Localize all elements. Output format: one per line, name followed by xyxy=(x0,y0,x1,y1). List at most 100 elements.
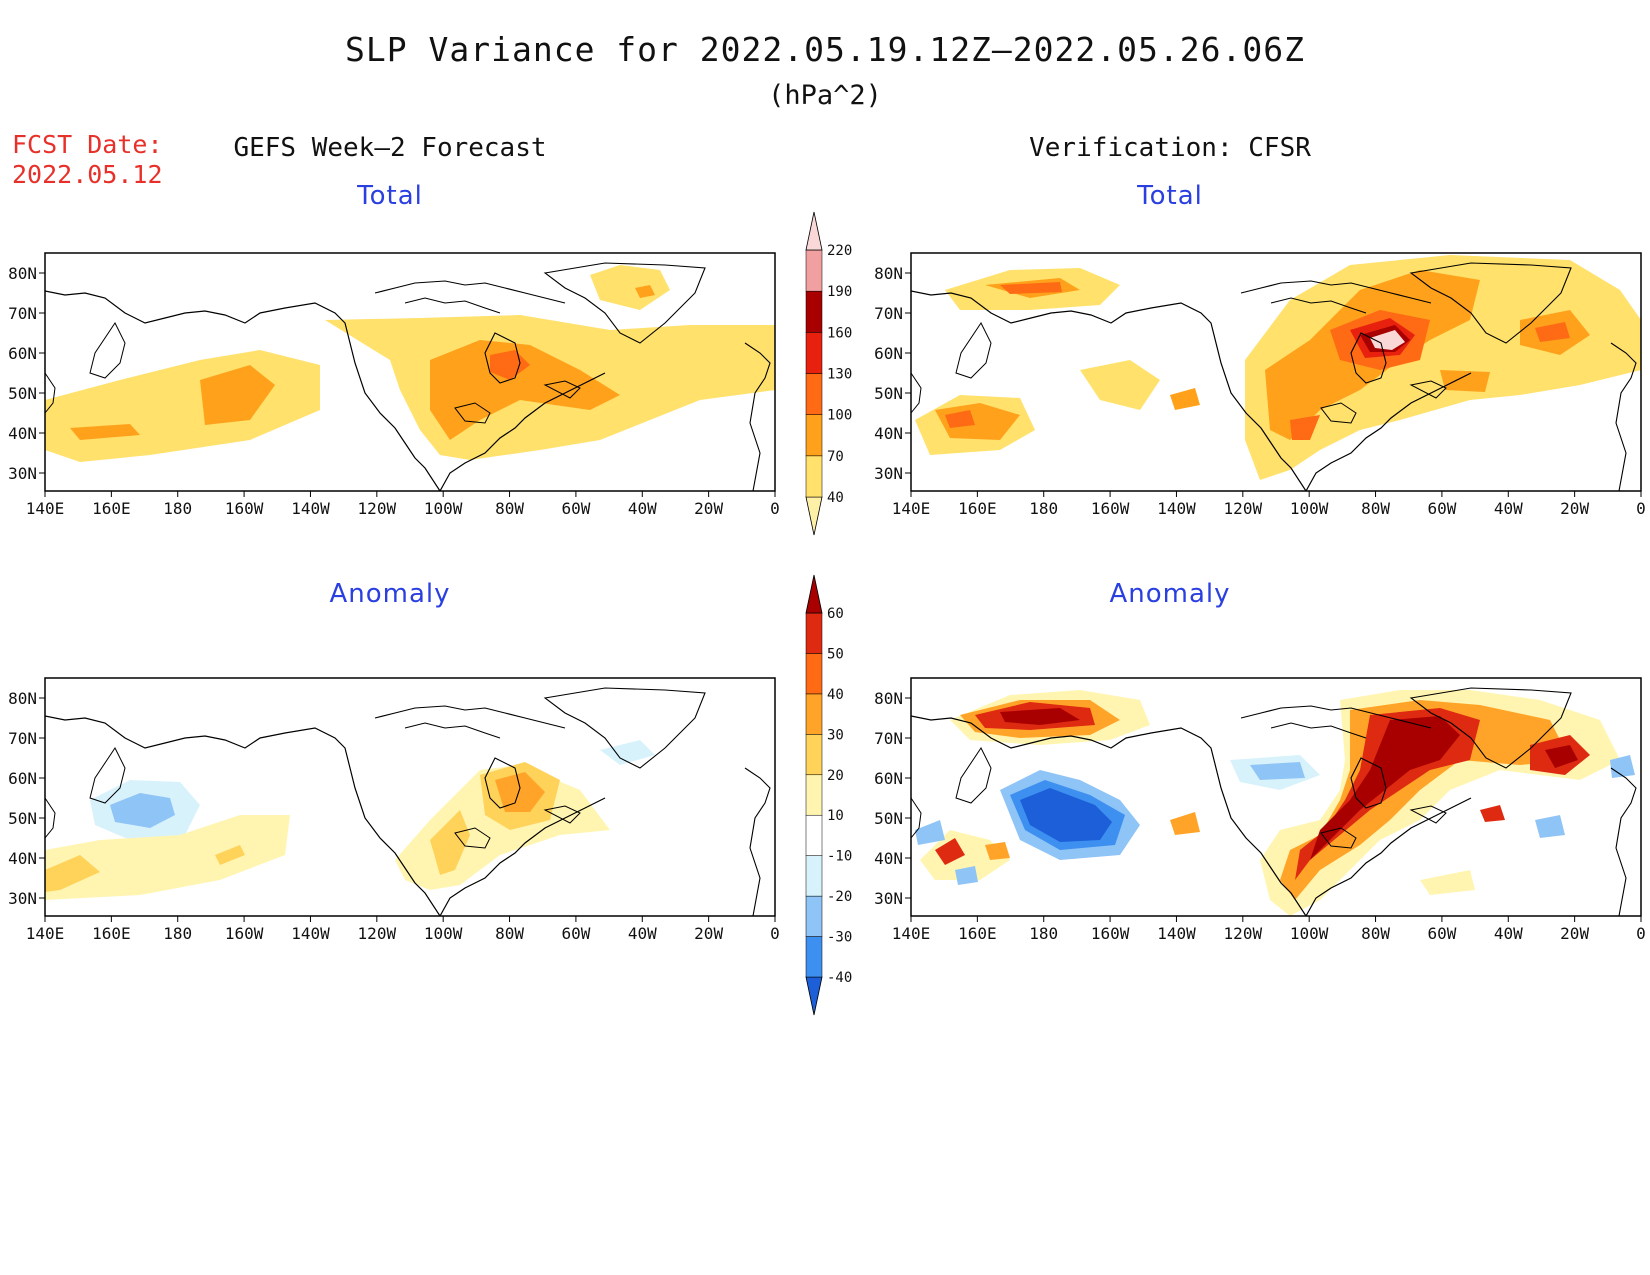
lon-label: 0 xyxy=(1636,499,1646,518)
colorbar-label: 220 xyxy=(827,243,852,259)
lon-label: 100W xyxy=(1290,924,1329,943)
colorbar-swatch xyxy=(805,373,823,415)
colorbar-label: -20 xyxy=(827,889,852,905)
lon-label: 40W xyxy=(1494,499,1523,518)
lon-label: 80W xyxy=(1361,499,1390,518)
map-forecast-anomaly xyxy=(45,678,775,916)
colorbar-label: -30 xyxy=(827,930,852,946)
units-label: (hPa^2) xyxy=(768,80,882,111)
colorbar-swatch xyxy=(805,290,823,333)
lat-label: 60N xyxy=(8,344,37,363)
lon-label: 20W xyxy=(694,499,723,518)
lon-label: 160E xyxy=(92,499,131,518)
lon-label: 60W xyxy=(561,499,590,518)
lon-label: 80W xyxy=(1361,924,1390,943)
colorbar-swatch xyxy=(805,855,823,897)
axis-ticks: 140E 160E 180 160W 140W 120W 100W 80W 60W 40W 20W 0… xyxy=(8,264,1646,943)
lon-label: 140E xyxy=(26,924,65,943)
lon-label: 100W xyxy=(1290,499,1329,518)
frame-bottom-left xyxy=(44,677,776,917)
lat-label: 30N xyxy=(8,889,37,908)
lat-label: 70N xyxy=(8,304,37,323)
colorbar-swatch xyxy=(805,734,823,776)
map-verification-total xyxy=(911,253,1641,491)
map-verification-anomaly xyxy=(911,678,1641,916)
lat-label: 80N xyxy=(8,689,37,708)
lon-label: 120W xyxy=(1224,924,1263,943)
panel-title-top-left: Total xyxy=(357,181,423,211)
frame-top-right xyxy=(910,252,1642,492)
colorbar-label: 130 xyxy=(827,367,852,383)
colorbar-total: 40 70 100 130 160 190 220 xyxy=(805,211,852,536)
fcst-date-value: 2022.05.12 xyxy=(12,160,163,189)
lon-label: 180 xyxy=(163,499,192,518)
lat-label: 80N xyxy=(874,689,903,708)
lon-label: 40W xyxy=(628,499,657,518)
colorbar-swatch xyxy=(805,693,823,735)
colorbar-label: 160 xyxy=(827,325,852,341)
lon-label: 160W xyxy=(225,499,264,518)
colorbar-end-high xyxy=(805,211,823,251)
lat-label: 80N xyxy=(8,264,37,283)
frame-bottom-right xyxy=(910,677,1642,917)
panel-title-top-right: Total xyxy=(1137,181,1203,211)
colorbar-swatch xyxy=(805,653,823,695)
lon-label: 60W xyxy=(1427,499,1456,518)
colorbar-end-low xyxy=(805,496,823,536)
colorbar-label: 20 xyxy=(827,768,844,784)
lat-label: 60N xyxy=(8,769,37,788)
lat-label: 40N xyxy=(8,849,37,868)
lon-label: 100W xyxy=(424,924,463,943)
lon-label: 140E xyxy=(26,499,65,518)
lon-label: 120W xyxy=(1224,499,1263,518)
lat-label: 70N xyxy=(8,729,37,748)
lat-label: 80N xyxy=(874,264,903,283)
lon-label: 140E xyxy=(892,924,931,943)
lat-label: 30N xyxy=(874,889,903,908)
colorbar-label: 40 xyxy=(827,490,844,506)
colorbar-label: 10 xyxy=(827,808,844,824)
lon-label: 140W xyxy=(291,924,330,943)
lon-label: 140W xyxy=(291,499,330,518)
colorbar-end-low xyxy=(805,976,823,1016)
lon-label: 160E xyxy=(958,499,997,518)
lat-label: 50N xyxy=(8,809,37,828)
lat-label: 50N xyxy=(874,809,903,828)
map-forecast-total xyxy=(45,253,775,491)
lat-label: 50N xyxy=(8,384,37,403)
lon-label: 40W xyxy=(628,924,657,943)
lon-label: 20W xyxy=(694,924,723,943)
colorbar-end-high xyxy=(805,574,823,614)
lon-label: 160W xyxy=(225,924,264,943)
colorbar-label: 30 xyxy=(827,727,844,743)
chart-title: SLP Variance for 2022.05.19.12Z–2022.05.… xyxy=(345,30,1305,69)
colorbar-label: -40 xyxy=(827,970,852,986)
lon-label: 0 xyxy=(1636,924,1646,943)
lon-label: 160E xyxy=(958,924,997,943)
lat-label: 40N xyxy=(874,424,903,443)
colorbar-swatch xyxy=(805,455,823,498)
colorbar-label: -10 xyxy=(827,849,852,865)
lat-label: 70N xyxy=(874,729,903,748)
colorbar-swatch xyxy=(805,774,823,816)
fcst-date-label: FCST Date: xyxy=(12,130,163,159)
lat-label: 60N xyxy=(874,769,903,788)
colorbar-swatch xyxy=(805,895,823,937)
lat-label: 40N xyxy=(874,849,903,868)
lon-label: 0 xyxy=(770,924,780,943)
lon-label: 120W xyxy=(358,924,397,943)
lon-label: 20W xyxy=(1560,924,1589,943)
lat-label: 50N xyxy=(874,384,903,403)
colorbar-label: 100 xyxy=(827,408,852,424)
lat-label: 70N xyxy=(874,304,903,323)
colorbar-label: 70 xyxy=(827,449,844,465)
panel-title-bottom-left: Anomaly xyxy=(329,579,451,609)
colorbar-swatch xyxy=(805,249,823,292)
panel-title-bottom-right: Anomaly xyxy=(1109,579,1231,609)
frame-top-left xyxy=(44,252,776,492)
lat-label: 40N xyxy=(8,424,37,443)
lat-label: 30N xyxy=(8,464,37,483)
lon-label: 40W xyxy=(1494,924,1523,943)
colorbar-swatch xyxy=(805,814,823,856)
